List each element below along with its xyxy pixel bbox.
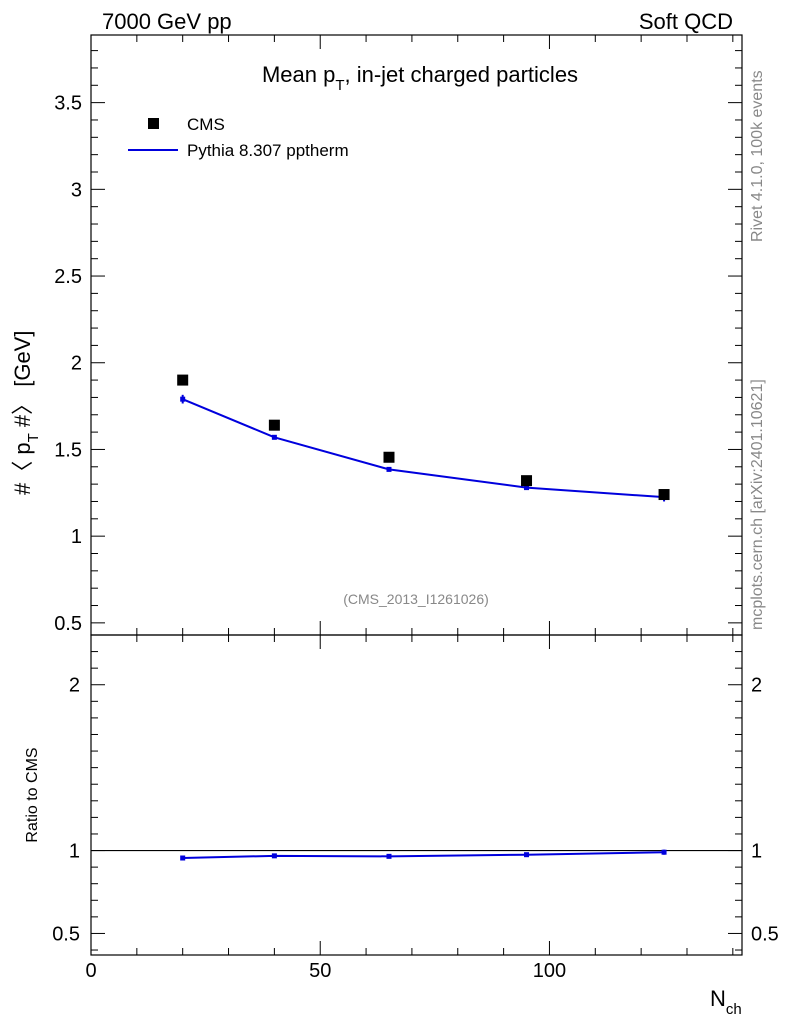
ratio-y-tick-label: 1 (69, 841, 80, 863)
ratio-point (524, 852, 530, 858)
pythia-curve (182, 398, 665, 499)
ratio-y-axis-label: Ratio to CMS (24, 747, 41, 842)
analysis-watermark: (CMS_2013_I1261026) (343, 591, 489, 607)
cms-data-point (521, 475, 533, 487)
ratio-y-tick-label-right: 0.5 (751, 923, 779, 945)
ratio-point (386, 853, 392, 859)
y-tick-label: 2 (71, 353, 82, 375)
y-tick-label: 3.5 (54, 93, 82, 115)
ratio-point (661, 849, 667, 855)
y-tick-label: 0.5 (54, 613, 82, 635)
rivet-version-label: Rivet 4.1.0, 100k events (749, 70, 766, 242)
x-tick-label: 50 (309, 960, 331, 982)
header-energy-label: 7000 GeV pp (102, 9, 232, 34)
ratio-y-tick-label: 2 (69, 675, 80, 697)
legend-cms-label: CMS (187, 115, 225, 134)
y-tick-label: 3 (71, 179, 82, 201)
cms-data-point (268, 419, 280, 431)
pythia-point (524, 485, 530, 491)
y-tick-label: 1.5 (54, 439, 82, 461)
x-tick-label: 100 (533, 960, 566, 982)
ratio-plot-frame (90, 634, 743, 956)
mcplots-reference-label: mcplots.cern.ch [arXiv:2401.10621] (749, 379, 766, 630)
header-category-label: Soft QCD (639, 9, 733, 34)
pythia-point (271, 434, 277, 440)
cms-data-point (658, 489, 670, 501)
cms-data-point (383, 451, 395, 463)
x-tick-label: 0 (85, 960, 96, 982)
legend-pythia-label: Pythia 8.307 pptherm (187, 141, 349, 160)
ratio-y-tick-label-right: 2 (751, 675, 762, 697)
ratio-point (271, 853, 277, 859)
legend-cms-marker (148, 118, 159, 129)
ratio-y-tick-label-right: 1 (751, 841, 762, 863)
ratio-curve (182, 851, 665, 860)
ratio-y-tick-label: 0.5 (52, 923, 80, 945)
pythia-point (180, 396, 186, 402)
x-axis-label: Nch (710, 986, 742, 1018)
pythia-point (386, 466, 392, 472)
y-tick-label: 2.5 (54, 266, 82, 288)
plot-title: Mean pT, in-jet charged particles (262, 62, 578, 94)
y-tick-label: 1 (71, 526, 82, 548)
ratio-point (180, 855, 186, 861)
main-y-axis-label: #〈 pT #〉 [GeV] (10, 331, 42, 495)
cms-data-point (177, 374, 189, 386)
